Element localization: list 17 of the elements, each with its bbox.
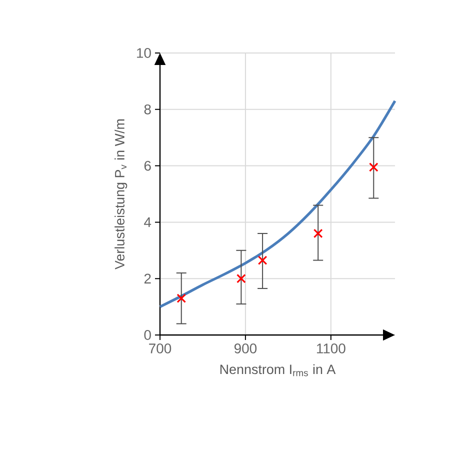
point bbox=[176, 294, 186, 304]
y-tick-label: 4 bbox=[144, 217, 152, 227]
x-tick-label: 1100 bbox=[316, 344, 346, 354]
line-series bbox=[158, 100, 396, 308]
y-axis-title: Verlustleistung P$_{v}$ in W/m bbox=[114, 119, 128, 270]
y-tick-label: 6 bbox=[144, 160, 151, 171]
x-tick-label: 900 bbox=[234, 344, 257, 354]
x-axis-title: Nennstrom I$_{rms}$ in A bbox=[220, 364, 336, 376]
point bbox=[236, 274, 246, 284]
y-tick-label: 10 bbox=[137, 48, 151, 58]
x-tick-label: 700 bbox=[149, 344, 172, 354]
point bbox=[313, 228, 323, 238]
point bbox=[258, 256, 268, 265]
point bbox=[368, 162, 378, 172]
y-tick-label: 0 bbox=[144, 330, 151, 340]
y-tick-label: 8 bbox=[144, 104, 151, 114]
y-tick-label: 2 bbox=[144, 274, 151, 284]
